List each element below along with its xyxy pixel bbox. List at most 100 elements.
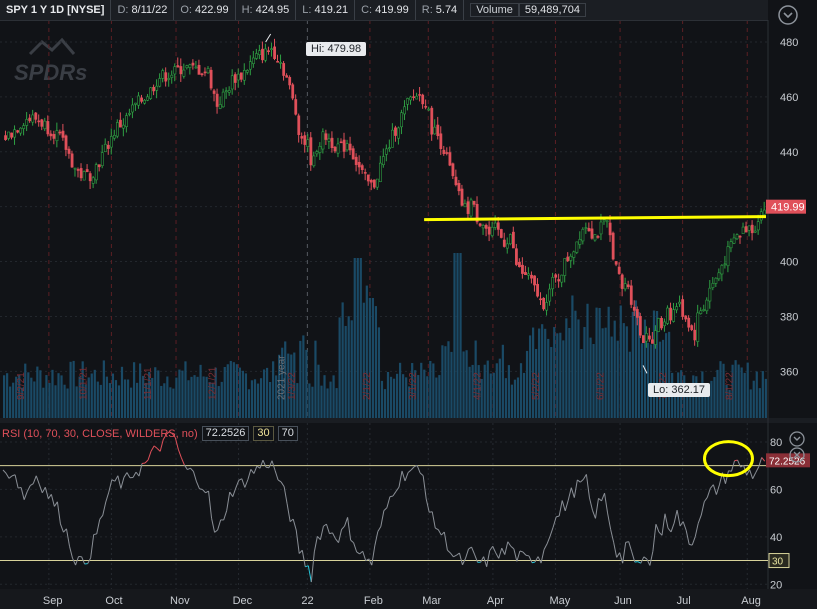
volume-bar xyxy=(504,378,507,418)
rsi-line-segment xyxy=(35,475,40,485)
rsi-line-segment xyxy=(474,554,479,563)
rsi-line-segment xyxy=(453,554,457,558)
volume-bar xyxy=(598,307,601,418)
rsi-line-segment xyxy=(99,515,104,520)
price-tick-label: 480 xyxy=(780,37,798,49)
candle-up xyxy=(258,50,261,55)
rsi-line-segment xyxy=(549,526,554,537)
chart-settings-icon[interactable] xyxy=(777,4,799,26)
candle-down xyxy=(738,235,742,238)
candle-down xyxy=(412,96,416,98)
candle-down xyxy=(303,135,307,145)
volume-bar xyxy=(39,370,42,418)
volume-bar xyxy=(314,340,317,418)
rsi-line-segment xyxy=(398,470,403,488)
rsi-overbought-segment xyxy=(174,437,179,450)
volume-bar xyxy=(81,361,84,418)
candle-down xyxy=(164,72,168,82)
candle-down xyxy=(629,285,633,305)
candle-down xyxy=(212,90,216,94)
volume-bar xyxy=(184,361,187,418)
date-annotation: 8/1/22 xyxy=(725,372,736,400)
volume-bar xyxy=(317,364,320,418)
rsi-line-segment xyxy=(238,478,243,481)
rsi-line-segment xyxy=(480,556,485,563)
rsi-overbought-segment xyxy=(761,457,766,462)
candle-down xyxy=(475,203,479,223)
candle-up xyxy=(22,125,26,129)
volume-bar xyxy=(214,367,217,418)
candle-up xyxy=(508,234,512,245)
volume-bar xyxy=(565,318,568,418)
candle-up xyxy=(726,246,730,267)
volume-bar xyxy=(27,372,30,418)
candle-up xyxy=(493,222,497,228)
volume-bar xyxy=(408,386,411,418)
volume-bar xyxy=(746,362,749,418)
rsi-line-segment xyxy=(298,549,303,554)
rsi-title[interactable]: RSI (10, 70, 30, CLOSE, WILDERS, no) xyxy=(2,427,198,440)
volume-bar xyxy=(30,377,33,418)
rsi-line-segment xyxy=(580,478,584,483)
rsi-line-segment xyxy=(673,509,678,524)
rsi-line-segment xyxy=(244,479,249,488)
study-close-icon[interactable] xyxy=(787,446,807,464)
pane-divider xyxy=(0,418,817,423)
rsi-overbought-segment xyxy=(144,459,149,464)
volume-bar xyxy=(547,338,550,418)
rsi-line-segment xyxy=(465,548,469,559)
candle-up xyxy=(593,234,597,241)
rsi-line-segment xyxy=(561,500,566,512)
rsi-line-segment xyxy=(395,486,400,492)
price-tick-label: 360 xyxy=(780,366,798,378)
rsi-line-segment xyxy=(422,475,427,500)
rsi-line-segment xyxy=(72,558,77,566)
rsi-line-segment xyxy=(573,479,578,498)
candle-down xyxy=(239,72,243,80)
rsi-line-segment xyxy=(516,550,521,562)
candle-down xyxy=(648,335,651,340)
candle-down xyxy=(681,299,685,317)
rsi-line-segment xyxy=(667,527,672,533)
candle-up xyxy=(578,239,582,245)
candle-up xyxy=(753,230,757,233)
volume-bar xyxy=(175,377,178,418)
x-axis-month-label: Feb xyxy=(364,595,383,607)
volume-bar xyxy=(42,387,45,418)
rsi-line-segment xyxy=(217,519,222,531)
volume-bar xyxy=(571,295,574,418)
volume-bar xyxy=(441,345,444,418)
candle-up xyxy=(19,127,23,134)
volume-bar xyxy=(556,333,559,418)
rsi-line-segment xyxy=(658,531,663,536)
volume-bar xyxy=(538,328,541,418)
volume-bar xyxy=(63,384,66,418)
volume-bar xyxy=(528,335,532,418)
rsi-line-segment xyxy=(102,501,107,516)
rsi-line-segment xyxy=(447,549,451,554)
volume-bar xyxy=(674,383,677,418)
candle-down xyxy=(557,279,561,282)
candle-down xyxy=(424,105,428,108)
candle-up xyxy=(55,130,59,142)
candle-down xyxy=(744,226,748,233)
rsi-line-segment xyxy=(431,511,436,529)
rsi-line-segment xyxy=(59,523,64,533)
study-settings-icon[interactable] xyxy=(787,430,807,448)
price-tick-label: 440 xyxy=(780,147,798,159)
volume-bar xyxy=(480,378,483,418)
rsi-line-segment xyxy=(87,557,92,564)
candle-down xyxy=(28,117,32,122)
candle-down xyxy=(687,317,691,328)
volume-bar xyxy=(601,328,604,418)
candle-up xyxy=(230,75,234,90)
symbol-label[interactable]: SPY 1 Y 1D [NYSE] xyxy=(0,0,112,20)
volume-bar xyxy=(305,349,308,418)
rsi-line-segment xyxy=(386,496,391,508)
rsi-line-segment xyxy=(755,466,760,473)
rsi-line-segment xyxy=(519,550,524,553)
candle-down xyxy=(454,176,458,186)
rsi-overbought-segment xyxy=(734,459,738,462)
rsi-line-segment xyxy=(425,498,430,513)
candle-down xyxy=(684,315,688,320)
